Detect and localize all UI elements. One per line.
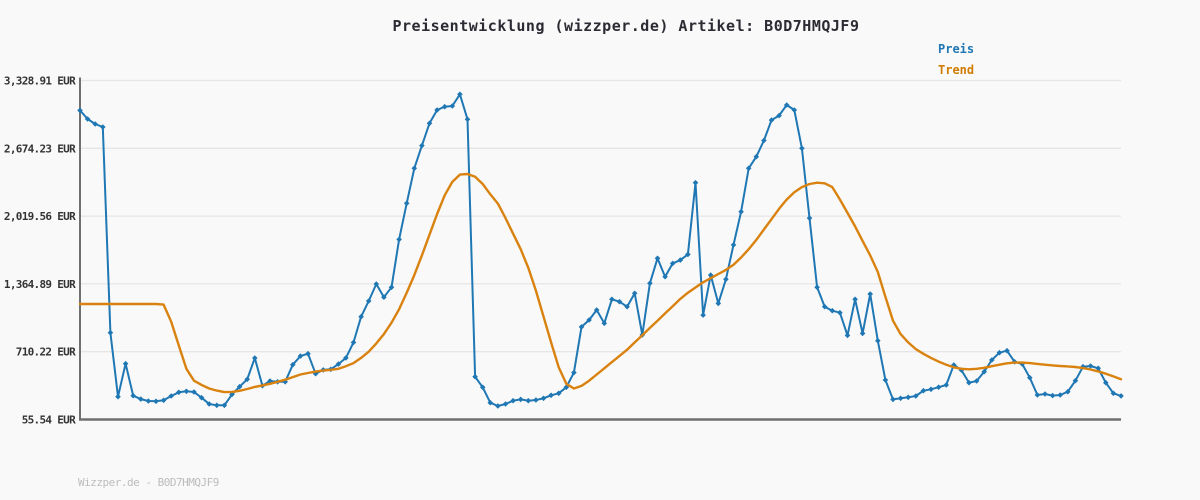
y-axis-tick-label: 710.22 EUR — [16, 346, 76, 359]
y-axis-tick-label: 55.54 EUR — [22, 414, 76, 427]
chart-legend: Preis Trend — [938, 39, 974, 81]
chart-title: Preisentwicklung (wizzper.de) Artikel: B… — [392, 17, 860, 35]
y-axis-tick-label: 1,364.89 EUR — [4, 278, 76, 291]
legend-item-preis: Preis — [938, 42, 975, 56]
price-line — [79, 93, 1122, 407]
y-axis-tick-label: 2,019.56 EUR — [4, 210, 76, 223]
y-axis-tick-label: 2,674.23 EUR — [4, 142, 76, 155]
watermark-text: Wizzper.de - B0D7HMQJF9 — [78, 476, 219, 489]
legend-item-trend: Trend — [938, 63, 975, 77]
price-point-markers — [77, 91, 1124, 409]
trend-line — [78, 172, 1123, 394]
y-axis-tick-label: 3,328.91 EUR — [4, 75, 76, 88]
